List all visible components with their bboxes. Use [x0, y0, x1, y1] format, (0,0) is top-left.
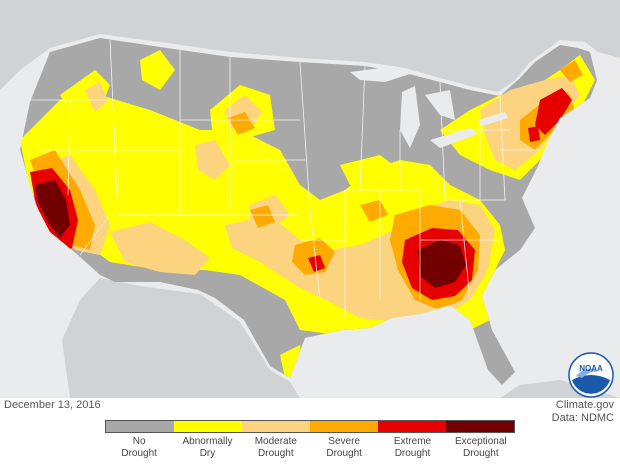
legend-line1: Severe	[328, 436, 360, 447]
legend-label-abnormally-dry: Abnormally Dry	[173, 436, 241, 460]
exceptional-drought-areas	[35, 180, 466, 288]
swatch-no-drought	[106, 421, 174, 432]
legend-labels: No Drought Abnormally Dry Moderate Drought …	[105, 436, 515, 460]
legend-label-moderate-drought: Moderate Drought	[242, 436, 310, 460]
swatch-severe-drought	[310, 421, 378, 432]
credit-block: Climate.gov Data: NDMC	[552, 399, 614, 425]
noaa-logo: NOAA	[568, 352, 614, 398]
legend-bar	[105, 420, 515, 433]
great-lakes	[350, 66, 508, 148]
legend-label-severe-drought: Severe Drought	[310, 436, 378, 460]
swatch-moderate-drought	[242, 421, 310, 432]
credit-source: Data: NDMC	[551, 412, 614, 424]
mexico-landmass	[62, 278, 300, 398]
legend-line2: Drought	[121, 448, 157, 459]
drought-layers	[20, 38, 597, 385]
legend-label-extreme-drought: Extreme Drought	[378, 436, 446, 460]
map-canvas	[0, 0, 620, 398]
swatch-abnormally-dry	[174, 421, 242, 432]
legend-line2: Drought	[326, 448, 362, 459]
legend-line1: Exceptional	[454, 436, 507, 447]
swatch-extreme-drought	[378, 421, 446, 432]
credit-site: Climate.gov	[555, 399, 614, 411]
legend-label-no-drought: No Drought	[105, 436, 173, 460]
noaa-logo-text: NOAA	[579, 364, 603, 373]
legend-line2: Drought	[463, 448, 499, 459]
legend-line2: Dry	[199, 448, 216, 459]
legend-label-exceptional-drought: Exceptional Drought	[447, 436, 515, 460]
legend-line1: No	[132, 436, 146, 447]
drought-map	[0, 0, 620, 398]
canada-landmass	[0, 0, 620, 92]
legend-line1: Abnormally	[182, 436, 233, 447]
legend-line1: Extreme	[393, 436, 432, 447]
drought-legend: No Drought Abnormally Dry Moderate Drought …	[105, 420, 515, 460]
legend-line2: Drought	[258, 448, 294, 459]
legend-line1: Moderate	[254, 436, 297, 447]
swatch-exceptional-drought	[446, 421, 514, 432]
legend-line2: Drought	[394, 448, 431, 459]
date-label: December 13, 2016	[4, 399, 101, 411]
